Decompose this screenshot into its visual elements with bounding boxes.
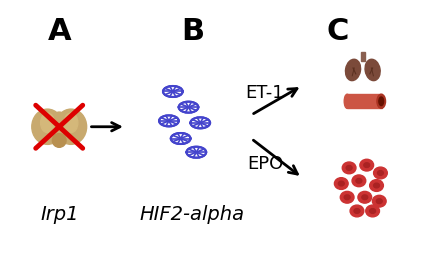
Ellipse shape — [32, 109, 63, 144]
Ellipse shape — [346, 59, 360, 81]
Ellipse shape — [374, 183, 379, 188]
Ellipse shape — [350, 205, 364, 217]
Text: HIF2-alpha: HIF2-alpha — [140, 205, 245, 224]
Bar — [347, 94, 382, 108]
Ellipse shape — [358, 191, 372, 203]
Ellipse shape — [372, 195, 386, 207]
Text: EPO: EPO — [247, 155, 283, 173]
Ellipse shape — [50, 112, 69, 142]
Ellipse shape — [354, 209, 360, 213]
Ellipse shape — [356, 178, 362, 183]
Ellipse shape — [360, 159, 374, 171]
Bar — [361, 52, 365, 61]
Ellipse shape — [366, 205, 379, 217]
Ellipse shape — [55, 109, 86, 144]
Ellipse shape — [365, 59, 380, 81]
Ellipse shape — [364, 163, 370, 168]
Ellipse shape — [41, 113, 54, 133]
Ellipse shape — [352, 175, 366, 187]
Text: A: A — [47, 17, 71, 46]
Ellipse shape — [362, 195, 368, 200]
Ellipse shape — [346, 166, 352, 170]
Text: C: C — [326, 17, 349, 46]
Ellipse shape — [64, 113, 78, 133]
Ellipse shape — [340, 191, 354, 203]
Ellipse shape — [377, 94, 385, 108]
Text: Irp1: Irp1 — [40, 205, 78, 224]
Ellipse shape — [374, 167, 387, 179]
Ellipse shape — [344, 195, 350, 200]
Ellipse shape — [370, 209, 376, 213]
Ellipse shape — [342, 162, 356, 174]
Ellipse shape — [379, 97, 384, 106]
Ellipse shape — [370, 179, 383, 191]
Text: ET-1: ET-1 — [245, 84, 284, 102]
Text: B: B — [181, 17, 204, 46]
Ellipse shape — [335, 178, 348, 189]
Ellipse shape — [344, 94, 350, 108]
Ellipse shape — [52, 134, 66, 147]
Ellipse shape — [377, 199, 382, 204]
Ellipse shape — [377, 171, 383, 175]
Ellipse shape — [338, 181, 344, 186]
